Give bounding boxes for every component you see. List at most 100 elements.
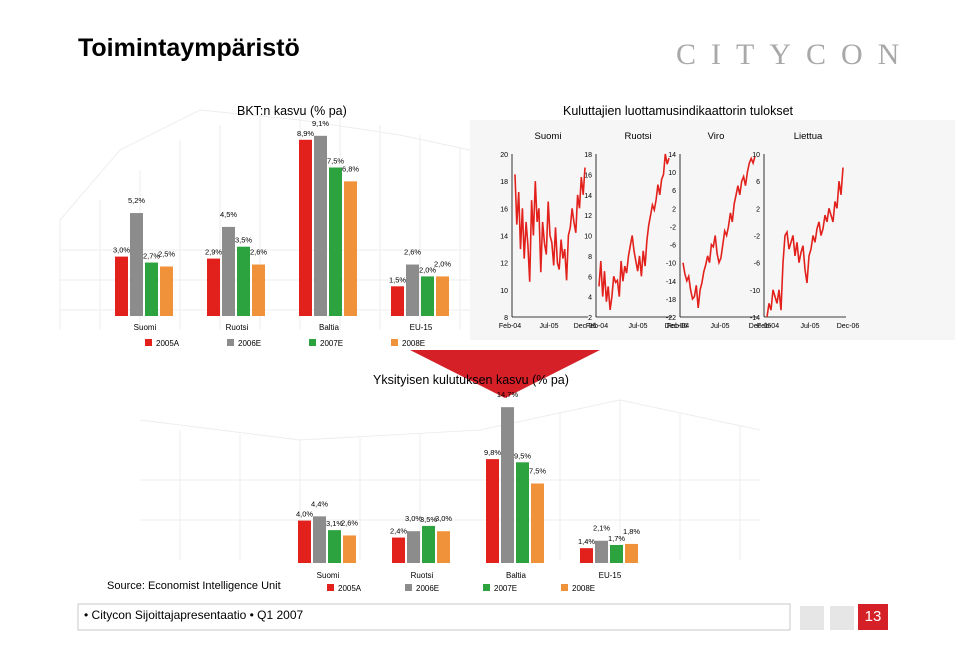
gdp-bar — [391, 286, 404, 316]
consumption-data-label: 1,8% — [623, 527, 640, 536]
gdp-bar — [145, 262, 158, 316]
panel-y-tick: -22 — [666, 315, 676, 322]
panel-y-tick: 10 — [752, 152, 760, 159]
consumption-legend-swatch — [327, 584, 334, 591]
consumption-bar — [501, 407, 514, 563]
gdp-category-label: Baltia — [319, 323, 340, 332]
footer-text: • Citycon Sijoittajapresentaatio • Q1 20… — [84, 608, 304, 622]
gdp-bar — [421, 276, 434, 316]
gdp-bar — [207, 258, 220, 316]
panel-y-tick: -10 — [666, 261, 676, 268]
panel-series-line — [682, 156, 756, 308]
consumption-category-label: EU-15 — [599, 571, 622, 580]
gdp-bar — [406, 264, 419, 316]
gdp-data-label: 2,6% — [250, 248, 267, 257]
panel-y-tick: -6 — [754, 261, 760, 268]
consumption-legend-label: 2005A — [338, 584, 362, 593]
gdp-data-label: 3,5% — [235, 236, 252, 245]
consumption-data-label: 3,0% — [405, 514, 422, 523]
panel-y-tick: 10 — [584, 234, 592, 241]
gdp-data-label: 2,9% — [205, 248, 222, 257]
consumption-bar — [486, 459, 499, 563]
gdp-chart-title: BKT:n kasvu (% pa) — [237, 104, 347, 118]
panel-y-tick: 6 — [756, 179, 760, 186]
gdp-data-label: 2,0% — [434, 259, 451, 268]
panel-x-tick: Dec-06 — [749, 323, 772, 330]
gdp-bar — [160, 266, 173, 316]
panel-y-tick: -14 — [750, 315, 760, 322]
gdp-bar — [115, 256, 128, 316]
consumption-data-label: 4,4% — [311, 499, 328, 508]
panel-x-tick: Feb-04 — [499, 323, 521, 330]
consumption-data-label: 9,8% — [484, 448, 501, 457]
gdp-legend-swatch — [309, 339, 316, 346]
consumption-chart-title: Yksityisen kulutuksen kasvu (% pa) — [373, 373, 569, 387]
gdp-bar — [222, 226, 235, 316]
gdp-data-label: 6,8% — [342, 164, 359, 173]
gdp-bar — [237, 246, 250, 316]
gdp-bar — [436, 276, 449, 316]
gdp-data-label: 3,0% — [113, 246, 130, 255]
panel-y-tick: -2 — [754, 234, 760, 241]
panel-y-tick: 16 — [500, 206, 508, 213]
gdp-legend-label: 2006E — [238, 339, 261, 348]
consumption-bar — [610, 544, 623, 563]
consumption-bar — [343, 535, 356, 563]
panel-y-tick: 20 — [500, 152, 508, 159]
panel-y-tick: 10 — [668, 170, 676, 177]
gdp-data-label: 5,2% — [128, 196, 145, 205]
panel-title: Ruotsi — [625, 131, 652, 142]
gdp-legend-swatch — [391, 339, 398, 346]
gdp-bar — [344, 181, 357, 316]
gdp-data-label: 4,5% — [220, 210, 237, 219]
gdp-bar — [299, 139, 312, 316]
arrow-down-icon — [410, 350, 600, 398]
panel-y-tick: 6 — [588, 274, 592, 281]
citycon-logo: CITYCON — [676, 38, 915, 71]
panel-y-tick: 14 — [584, 193, 592, 200]
gdp-bar — [252, 264, 265, 316]
panel-y-tick: -10 — [750, 288, 760, 295]
consumption-data-label: 1,7% — [608, 534, 625, 543]
consumption-bar — [516, 462, 529, 563]
panel-y-tick: 2 — [672, 206, 676, 213]
panel-y-tick: -14 — [666, 279, 676, 286]
gdp-legend-swatch — [227, 339, 234, 346]
consumption-bar — [407, 531, 420, 563]
consumption-category-label: Ruotsi — [411, 571, 434, 580]
consumption-bar — [625, 543, 638, 563]
consumption-legend-label: 2007E — [494, 584, 517, 593]
gdp-data-label: 2,0% — [419, 265, 436, 274]
panel-title: Suomi — [535, 131, 562, 142]
gdp-bar — [130, 213, 143, 316]
gdp-data-label: 2,6% — [404, 248, 421, 257]
consumption-bar — [531, 483, 544, 563]
page-title: Toimintaympäristö — [78, 34, 300, 62]
gdp-data-label: 7,5% — [327, 157, 344, 166]
source-note: Source: Economist Intelligence Unit — [107, 580, 281, 592]
consumption-data-label: 4,0% — [296, 510, 313, 519]
gdp-bar — [314, 135, 327, 316]
consumption-data-label: 3,1% — [326, 519, 343, 528]
panel-y-tick: 10 — [500, 288, 508, 295]
panel-y-tick: 8 — [504, 315, 508, 322]
consumption-bar — [437, 531, 450, 563]
panel-series-line — [514, 167, 586, 282]
panel-x-tick: Dec-06 — [574, 323, 597, 330]
panel-y-tick: 14 — [668, 152, 676, 159]
panel-y-tick: 4 — [588, 295, 592, 302]
panel-x-tick: Dec-06 — [665, 323, 688, 330]
gdp-category-label: EU-15 — [410, 323, 433, 332]
gdp-category-label: Suomi — [134, 323, 157, 332]
gdp-data-label: 2,7% — [143, 252, 160, 261]
consumption-legend-label: 2008E — [572, 584, 595, 593]
panel-x-tick: Jul-05 — [800, 323, 819, 330]
panel-y-tick: -18 — [666, 297, 676, 304]
consumption-data-label: 1,4% — [578, 537, 595, 546]
panel-y-tick: 18 — [500, 179, 508, 186]
consumption-legend-swatch — [561, 584, 568, 591]
consumption-legend-label: 2006E — [416, 584, 439, 593]
panel-title: Viro — [708, 131, 725, 142]
